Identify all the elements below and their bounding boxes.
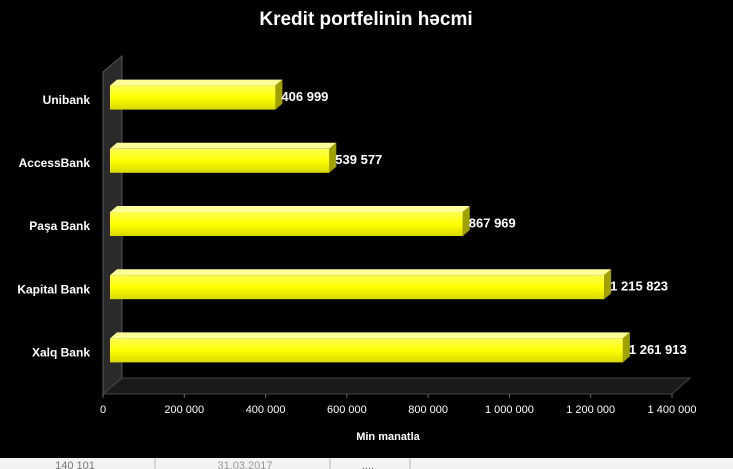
value-label: 1 215 823	[610, 279, 668, 294]
floor	[101, 377, 692, 395]
bar-top	[110, 142, 337, 149]
bar	[110, 148, 330, 173]
bar-top	[110, 332, 630, 339]
bar	[110, 338, 623, 363]
x-tick-label: 200 000	[164, 404, 204, 416]
bar-side	[604, 269, 612, 300]
y-tick-label: Unibank	[43, 93, 91, 107]
x-tick-label: 600 000	[327, 404, 367, 416]
sheet-strip: 140 101 31.03.2017 ....	[0, 458, 733, 469]
sheet-row	[0, 458, 733, 469]
bar-top	[110, 206, 470, 212]
bar-side	[329, 142, 337, 173]
bar-top	[110, 79, 283, 86]
x-tick-label: 1 000 000	[485, 404, 534, 416]
value-label: 1 261 913	[629, 342, 687, 357]
bar-top	[110, 269, 612, 276]
x-axis-label: Min manatla	[356, 431, 420, 443]
sheet-cell: 140 101	[55, 460, 95, 469]
bar	[110, 275, 605, 300]
sheet-cell: ....	[362, 460, 374, 469]
sheet-cell: 31.03.2017	[217, 460, 272, 469]
x-tick-label: 1 200 000	[566, 404, 615, 416]
bar	[110, 85, 276, 110]
value-label: 539 577	[335, 152, 382, 167]
bar-side	[275, 79, 283, 110]
bar	[110, 212, 463, 236]
y-tick-label: AccessBank	[19, 156, 91, 170]
bar-side	[462, 206, 470, 236]
x-tick-label: 800 000	[408, 404, 448, 416]
value-label: 867 969	[469, 215, 516, 230]
chart-title: Kredit portfelinin həcmi	[259, 9, 472, 30]
x-tick-label: 400 000	[246, 404, 286, 416]
x-tick-label: 0	[100, 404, 106, 416]
y-tick-label: Xalq Bank	[32, 346, 90, 360]
y-tick-label: Kapital Bank	[17, 282, 90, 296]
bar-side	[622, 332, 630, 363]
x-tick-label: 1 400 000	[648, 404, 697, 416]
y-tick-label: Paşa Bank	[29, 219, 90, 233]
value-label: 406 999	[281, 89, 328, 104]
